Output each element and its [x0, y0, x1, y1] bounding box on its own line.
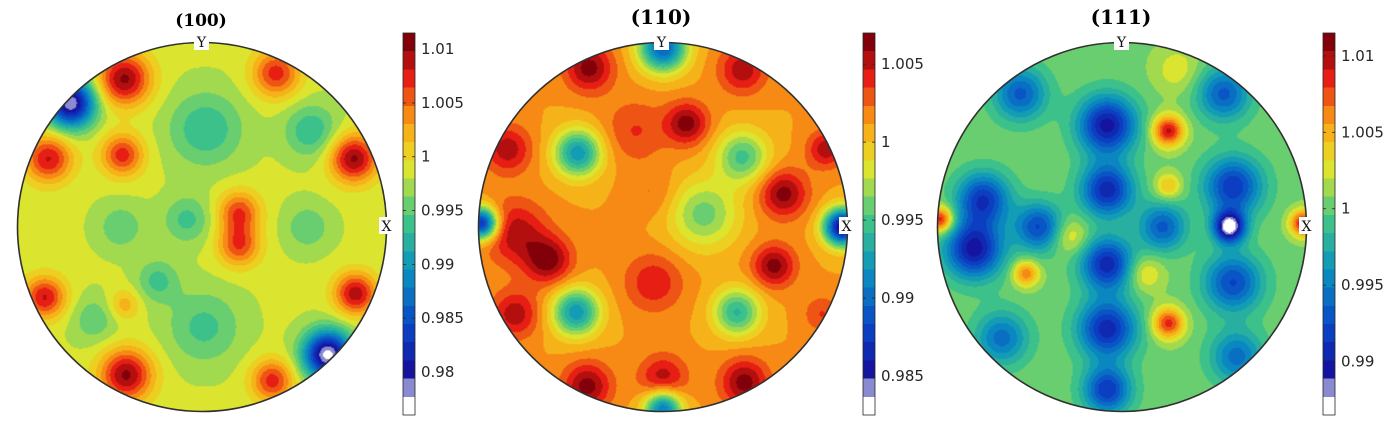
colorbar-tick-label: 0.985 — [421, 309, 464, 327]
colorbar-tick-label: 1.01 — [421, 40, 454, 58]
y-axis-label-box — [1114, 33, 1129, 50]
y-axis-label: Y — [1116, 35, 1127, 51]
y-axis-label: Y — [656, 35, 667, 51]
colorbar-tick-label: 1.005 — [881, 55, 924, 73]
colorbar-tick-label: 0.99 — [421, 255, 454, 273]
colorbar-tick-label: 0.995 — [421, 202, 464, 220]
intensity-map — [479, 43, 847, 411]
colorbar: 0.98 0.985 0.99 0.995 1 1.005 1.01 — [402, 32, 464, 416]
pole-figure-111: (111) Y X 0.99 0.995 1 1.005 1.01 — [936, 5, 1384, 416]
panel-title: (110) — [631, 5, 692, 29]
x-axis-label-box — [1299, 217, 1314, 234]
colorbar-tick-label: 0.995 — [1341, 276, 1384, 294]
panel-title: (100) — [175, 11, 227, 31]
colorbar-tick-label: 0.985 — [881, 367, 924, 385]
colorbar-tick-label: 1.005 — [1341, 123, 1384, 141]
colorbar: 0.985 0.99 0.995 1 1.005 — [862, 32, 924, 416]
intensity-map — [18, 43, 386, 411]
y-axis-label: Y — [196, 35, 207, 51]
colorbar-tick-label: 0.99 — [1341, 353, 1374, 371]
x-axis-label-box — [379, 217, 394, 234]
intensity-map — [938, 43, 1306, 411]
colorbar-gradient — [402, 32, 416, 416]
colorbar-tick-label: 1 — [881, 133, 891, 151]
y-axis-label-box — [194, 33, 209, 50]
panel-title: (111) — [1091, 5, 1152, 29]
pole-figure-110: (110) Y X 0.985 0.99 0.995 1 1.005 — [477, 5, 924, 416]
colorbar-tick-label: 0.99 — [881, 289, 914, 307]
x-axis-label: X — [382, 219, 392, 235]
colorbar-tick-label: 1.01 — [1341, 47, 1374, 65]
colorbar-tick-label: 0.98 — [421, 363, 454, 381]
colorbar-tick-label: 1.005 — [421, 94, 464, 112]
x-axis-label-box — [839, 217, 854, 234]
y-axis-label-box — [654, 33, 669, 50]
colorbar-tick-label: 1 — [1341, 200, 1351, 218]
colorbar: 0.99 0.995 1 1.005 1.01 — [1322, 32, 1384, 416]
x-axis-label: X — [1302, 219, 1312, 235]
colorbar-gradient — [1322, 32, 1336, 416]
colorbar-tick-label: 0.995 — [881, 211, 924, 229]
colorbar-tick-label: 1 — [421, 148, 431, 166]
colorbar-gradient — [862, 32, 876, 416]
pole-figure-100: (100) Y X 0.98 0.985 0.99 0.995 1 1.005 1.01 — [16, 11, 464, 416]
x-axis-label: X — [842, 219, 852, 235]
